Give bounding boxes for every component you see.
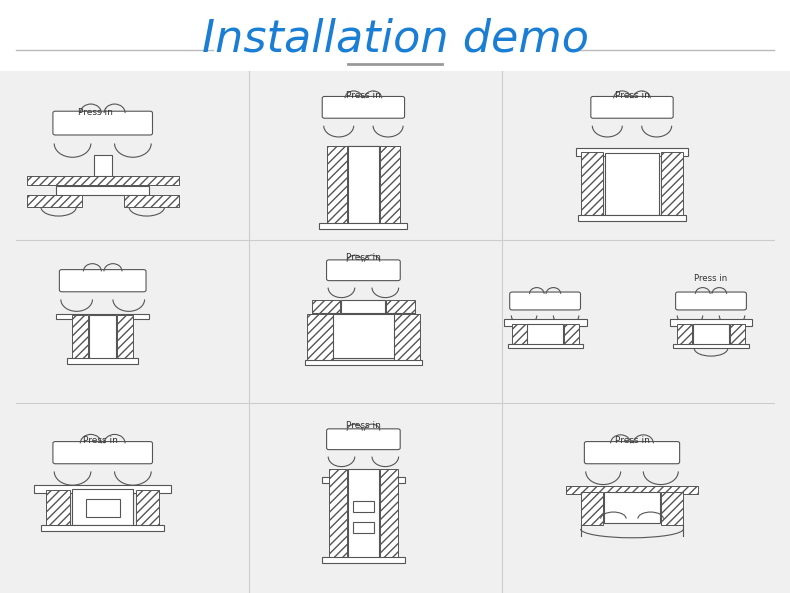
Bar bbox=[305, 359, 422, 365]
Bar bbox=[504, 319, 586, 326]
Bar bbox=[34, 485, 171, 493]
Bar bbox=[379, 469, 397, 560]
Text: Installation demo: Installation demo bbox=[201, 17, 589, 60]
Bar bbox=[528, 324, 563, 345]
Bar bbox=[333, 314, 393, 358]
Bar bbox=[312, 301, 340, 314]
Bar bbox=[47, 490, 70, 527]
Bar bbox=[136, 490, 159, 527]
FancyBboxPatch shape bbox=[322, 97, 404, 118]
Text: Press in: Press in bbox=[83, 436, 118, 445]
Text: Press in: Press in bbox=[78, 109, 113, 117]
FancyBboxPatch shape bbox=[675, 292, 747, 310]
Bar bbox=[581, 152, 603, 216]
Bar bbox=[346, 146, 381, 154]
Bar bbox=[605, 153, 659, 215]
Bar bbox=[124, 196, 179, 207]
Bar bbox=[27, 176, 179, 185]
FancyBboxPatch shape bbox=[0, 0, 790, 71]
Bar bbox=[94, 155, 111, 176]
Bar bbox=[730, 324, 744, 346]
Bar bbox=[322, 477, 405, 483]
Bar bbox=[118, 315, 133, 359]
Bar bbox=[566, 486, 698, 495]
FancyBboxPatch shape bbox=[326, 429, 401, 449]
Bar bbox=[353, 501, 374, 512]
Bar bbox=[379, 146, 400, 223]
Text: Press in: Press in bbox=[694, 275, 728, 283]
FancyBboxPatch shape bbox=[585, 442, 679, 464]
Bar bbox=[307, 314, 333, 361]
Bar bbox=[67, 358, 138, 364]
Text: Press in: Press in bbox=[346, 253, 381, 262]
Bar bbox=[382, 146, 401, 154]
Bar bbox=[386, 301, 415, 314]
Bar bbox=[341, 301, 386, 314]
Text: Press in: Press in bbox=[346, 91, 381, 100]
FancyBboxPatch shape bbox=[326, 260, 401, 280]
Bar bbox=[563, 324, 578, 346]
Bar bbox=[312, 313, 415, 317]
Bar bbox=[673, 344, 749, 349]
FancyBboxPatch shape bbox=[53, 442, 152, 464]
Bar bbox=[661, 492, 683, 525]
Bar bbox=[512, 324, 527, 346]
Bar bbox=[56, 186, 149, 196]
Bar bbox=[576, 148, 688, 156]
Bar bbox=[394, 314, 419, 361]
Bar bbox=[353, 522, 374, 533]
Bar bbox=[89, 315, 116, 359]
Bar bbox=[678, 324, 692, 346]
FancyBboxPatch shape bbox=[59, 270, 146, 292]
Bar bbox=[348, 146, 379, 223]
Bar bbox=[508, 344, 583, 349]
FancyBboxPatch shape bbox=[53, 111, 152, 135]
Bar bbox=[581, 492, 603, 525]
Bar bbox=[73, 315, 88, 359]
Text: Press in: Press in bbox=[346, 421, 381, 430]
Bar bbox=[694, 324, 729, 345]
Bar bbox=[327, 146, 345, 154]
Bar bbox=[85, 499, 120, 517]
Bar bbox=[56, 314, 149, 319]
Bar bbox=[322, 557, 405, 563]
FancyBboxPatch shape bbox=[510, 292, 581, 310]
Bar bbox=[578, 215, 686, 221]
Bar bbox=[73, 489, 133, 525]
Bar bbox=[348, 469, 379, 560]
Bar bbox=[604, 492, 660, 524]
Bar bbox=[670, 319, 752, 326]
Bar bbox=[327, 146, 348, 223]
Bar bbox=[329, 469, 348, 560]
Text: Press in: Press in bbox=[615, 436, 649, 445]
Bar bbox=[42, 525, 164, 531]
FancyBboxPatch shape bbox=[591, 97, 673, 118]
Text: Press in: Press in bbox=[615, 91, 649, 100]
Bar bbox=[661, 152, 683, 216]
Bar bbox=[27, 196, 81, 207]
Bar bbox=[319, 222, 408, 229]
